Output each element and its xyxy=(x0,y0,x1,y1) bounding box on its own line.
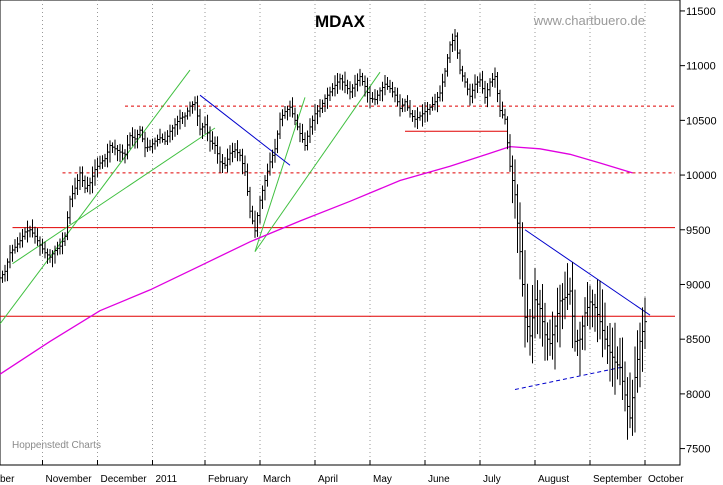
plot-frame xyxy=(0,0,681,466)
y-tick-label: 10000 xyxy=(686,170,717,182)
downtrend-trendline xyxy=(514,366,626,390)
moving-average-line xyxy=(0,145,633,375)
resistance-lines xyxy=(0,105,675,317)
y-tick-label: 9000 xyxy=(686,279,710,291)
x-tick-label: July xyxy=(483,474,501,485)
x-tick-label: November xyxy=(46,474,93,485)
uptrend-trendline xyxy=(254,97,306,252)
y-tick-label: 11000 xyxy=(686,61,716,73)
trendlines xyxy=(0,69,651,390)
x-tick-label: October xyxy=(648,474,684,485)
x-tick-label: April xyxy=(318,474,338,485)
x-axis-ticks: ber November December 2011 February March Apri… xyxy=(0,460,684,485)
downtrend-trendline xyxy=(524,229,651,316)
gridlines xyxy=(42,0,646,465)
x-tick-label: ber xyxy=(0,474,15,485)
x-tick-label: December xyxy=(101,474,148,485)
y-axis-ticks: 7500 8000 8500 9000 9500 10000 10500 11000 11500 xyxy=(680,6,717,456)
credit-label: Hoppenstedt Charts xyxy=(12,440,101,451)
x-tick-label: August xyxy=(538,474,569,485)
y-tick-label: 10500 xyxy=(686,115,717,127)
y-tick-label: 8500 xyxy=(686,334,710,346)
source-label: www.chartbuero.de xyxy=(533,13,645,28)
y-tick-label: 7500 xyxy=(686,444,710,456)
y-tick-label: 9500 xyxy=(686,225,710,237)
x-tick-label: May xyxy=(373,474,392,485)
uptrend-trendline xyxy=(0,69,191,325)
uptrend-trendline xyxy=(12,127,216,265)
x-tick-label: June xyxy=(428,474,450,485)
y-tick-label: 8000 xyxy=(686,389,710,401)
x-tick-label: September xyxy=(593,474,643,485)
y-tick-label: 11500 xyxy=(686,6,716,18)
x-tick-label: February xyxy=(208,474,248,485)
price-bars xyxy=(0,28,647,440)
moving-average-layer xyxy=(0,145,633,375)
chart-title: MDAX xyxy=(315,12,366,31)
x-tick-label: March xyxy=(263,474,291,485)
uptrend-trendline xyxy=(254,71,381,252)
x-tick-label: 2011 xyxy=(156,474,178,485)
